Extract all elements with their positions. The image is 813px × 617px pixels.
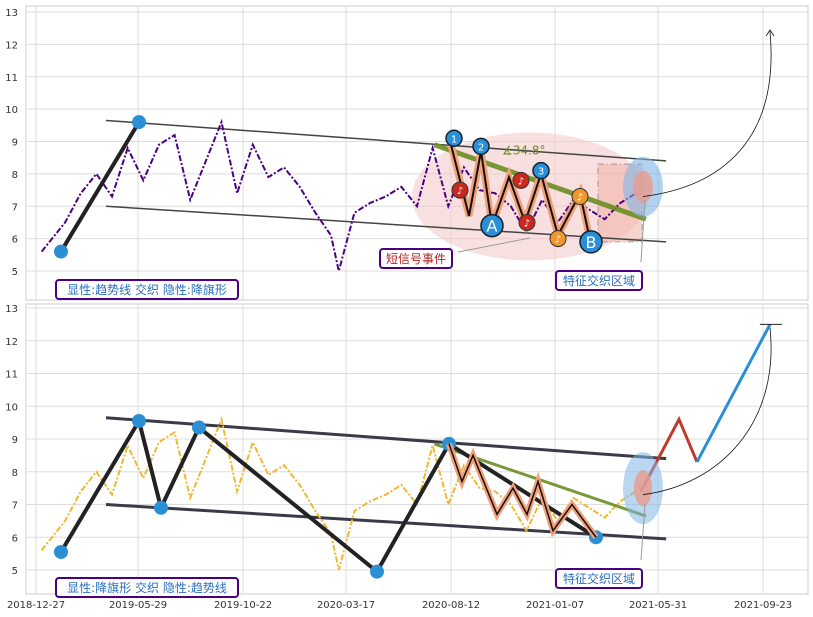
top-annotation-label: 短信号事件: [386, 252, 446, 266]
x-tick-label: 2019-05-29: [109, 600, 167, 611]
marker-number-label: 2: [478, 142, 484, 153]
x-tick-label: 2021-05-31: [629, 600, 687, 611]
bottom-feature-zone-pointer: [640, 504, 646, 561]
bottom-y-tick-label: 13: [5, 304, 18, 315]
top-y-tick-label: 7: [12, 202, 18, 213]
note-marker-glyph: ♪: [524, 218, 530, 229]
top-projection-curve: [642, 31, 772, 197]
marker-letter-label: A: [487, 217, 498, 236]
bottom-y-tick-label: 6: [12, 533, 18, 544]
note-marker-glyph: ♪: [518, 176, 524, 187]
bottom-pattern-zigzag: [448, 443, 597, 538]
bottom-feature-bubble-core: [634, 470, 652, 507]
top-y-tick-label: 11: [5, 73, 18, 84]
x-tick-label: 2021-01-07: [526, 600, 584, 611]
bottom-y-tick-label: 5: [12, 566, 18, 577]
short-signal-pointer: [457, 237, 531, 253]
top-y-tick-label: 10: [5, 105, 18, 116]
bottom-projection-curve: [642, 327, 772, 496]
bottom-zigzag-point: [132, 413, 146, 428]
bottom-y-tick-label: 10: [5, 402, 18, 413]
top-trend-up-line: [59, 121, 141, 253]
top-channel-upper: [105, 119, 667, 162]
bottom-zigzag-point: [54, 544, 68, 559]
note-marker-glyph: ♪: [555, 235, 561, 246]
note-marker: [451, 181, 469, 199]
bottom-annotation-box: [55, 577, 239, 598]
top-y-tick-label: 13: [5, 8, 18, 19]
marker-number-2: [472, 137, 490, 156]
bottom-y-tick-label: 11: [5, 370, 18, 381]
bottom-zigzag-point: [154, 500, 168, 515]
top-channel-lower: [105, 205, 667, 243]
feature-zone-pointer: [640, 199, 646, 263]
bottom-channel-lower: [105, 503, 667, 541]
note-marker: [549, 230, 567, 248]
top-trend-start-point: [54, 244, 68, 259]
note-marker: [571, 188, 589, 206]
marker-number-label: 1: [451, 134, 457, 145]
bottom-annotation-label: 显性:降旗形 交织 隐性:趋势线: [67, 580, 227, 595]
bottom-annotation-box: [555, 568, 643, 589]
bottom-projection-blue: [695, 323, 772, 463]
x-tick-label: 2020-03-17: [317, 600, 375, 611]
bottom-zigzag-point: [370, 564, 384, 579]
bottom-zigzag-point: [192, 420, 206, 435]
top-y-tick-label: 9: [12, 138, 18, 149]
top-trend-end-point: [132, 115, 146, 130]
x-tick-label: 2021-09-23: [734, 600, 792, 611]
top-annotation-box: [555, 270, 643, 291]
top-pattern-zigzag: [450, 144, 590, 239]
marker-letter-A: [480, 213, 504, 238]
top-feature-bubble-core: [633, 170, 653, 203]
top-annotation-label: 显性:趋势线 交织 隐性:降旗形: [67, 282, 227, 297]
marker-number-1: [445, 129, 463, 148]
bottom-y-tick-label: 7: [12, 501, 18, 512]
note-marker-glyph: ♪: [457, 186, 463, 197]
top-y-tick-label: 12: [5, 40, 18, 51]
top-y-tick-label: 6: [12, 235, 18, 246]
top-annotation-box: [55, 279, 239, 300]
x-tick-label: 2020-08-12: [422, 600, 480, 611]
note-marker: [512, 171, 530, 189]
bottom-annotation-label: 特征交织区域: [563, 571, 635, 586]
marker-number-label: 3: [538, 167, 544, 178]
bottom-y-tick-label: 12: [5, 337, 18, 348]
note-marker-glyph: ♪: [577, 193, 583, 204]
top-annotation-label: 特征交织区域: [563, 273, 635, 288]
x-tick-label: 2018-12-27: [7, 600, 65, 611]
top-y-tick-label: 5: [12, 267, 18, 278]
bottom-y-tick-label: 9: [12, 435, 18, 446]
x-tick-label: 2019-10-22: [214, 600, 272, 611]
marker-letter-label: B: [586, 233, 597, 252]
marker-number-3: [532, 161, 550, 180]
top-angle-label: ∡34.8°: [502, 143, 545, 157]
top-projection-arrowhead: [765, 29, 775, 37]
note-marker: [518, 213, 536, 231]
top-annotation-box: [379, 248, 453, 269]
marker-letter-B: [579, 230, 603, 254]
bottom-y-tick-label: 8: [12, 468, 18, 479]
top-y-tick-label: 8: [12, 170, 18, 181]
